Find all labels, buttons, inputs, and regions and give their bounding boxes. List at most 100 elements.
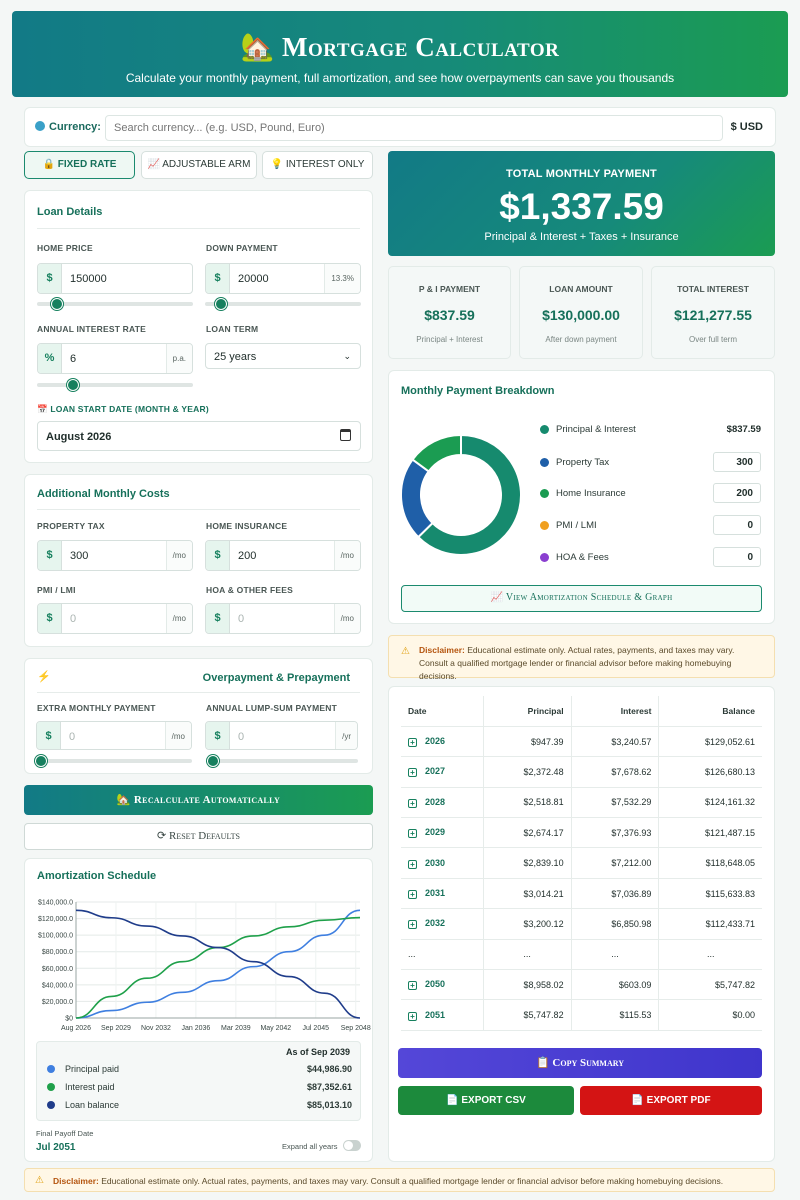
down-payment-label: DOWN PAYMENT: [206, 243, 278, 253]
row-balance: $118,648.05: [658, 847, 762, 879]
house-icon: 🏡: [240, 32, 275, 62]
expand-all-toggle[interactable]: [343, 1140, 361, 1151]
table-row[interactable]: +2026 $947.39 $3,240.57 $129,052.61: [401, 726, 762, 758]
expand-icon[interactable]: +: [408, 890, 417, 900]
row-balance: $129,052.61: [658, 726, 762, 758]
reset-defaults-button[interactable]: ⟳ Reset Defaults: [24, 823, 373, 850]
loan-details-card: Loan Details HOME PRICE $ 150000 DOWN PA…: [24, 190, 373, 463]
hoa-field[interactable]: $ 0 /mo: [205, 603, 361, 634]
loan-term-label: LOAN TERM: [206, 324, 259, 334]
start-date-input[interactable]: August 2026: [37, 421, 361, 451]
view-amortization-button[interactable]: 📈 View Amortization Schedule & Graph: [401, 585, 762, 612]
row-interest: $603.09: [571, 969, 660, 1001]
row-principal: $2,674.17: [483, 817, 572, 849]
currency-bar: Currency: $ USD: [24, 107, 776, 147]
tab-adjustable-arm[interactable]: 📈 ADJUSTABLE ARM: [141, 151, 257, 179]
additional-costs-title: Additional Monthly Costs: [37, 488, 170, 500]
home-price-slider[interactable]: [37, 298, 193, 310]
pmi-breakdown-input[interactable]: 0: [713, 515, 761, 535]
expand-icon[interactable]: +: [408, 981, 417, 991]
lump-sum-field[interactable]: $ 0 /yr: [205, 721, 358, 750]
home-price-field[interactable]: $ 150000: [37, 263, 193, 294]
property-tax-field[interactable]: $ 300 /mo: [37, 540, 193, 571]
property-tax-label: PROPERTY TAX: [37, 521, 105, 531]
row-principal: $2,518.81: [483, 787, 572, 819]
overpayment-card: ⚡ Overpayment & Prepayment EXTRA MONTHLY…: [24, 658, 373, 774]
hoa-breakdown-input[interactable]: 0: [713, 547, 761, 567]
row-balance: ...: [658, 939, 762, 971]
lump-sum-slider[interactable]: [207, 755, 358, 767]
table-row[interactable]: +2051 $5,747.82 $115.53 $0.00: [401, 999, 762, 1031]
loan-term-select[interactable]: 25 years ⌄: [205, 343, 361, 369]
chart-stats-panel: As of Sep 2039 Principal paid $44,986.90 …: [36, 1041, 361, 1121]
start-date-label: 📅 LOAN START DATE (MONTH & YEAR): [37, 404, 209, 414]
copy-summary-button[interactable]: 📋 Copy Summary: [398, 1048, 762, 1078]
interest-rate-slider[interactable]: [37, 379, 193, 391]
pmi-field[interactable]: $ 0 /mo: [37, 603, 193, 634]
interest-rate-field[interactable]: % 6 p.a.: [37, 343, 193, 374]
home-price-label: HOME PRICE: [37, 243, 93, 253]
lightning-icon: ⚡: [37, 671, 51, 683]
expand-icon[interactable]: +: [408, 920, 417, 930]
expand-icon[interactable]: +: [408, 829, 417, 839]
table-row[interactable]: +2028 $2,518.81 $7,532.29 $124,161.32: [401, 787, 762, 819]
home-insurance-field[interactable]: $ 200 /mo: [205, 540, 361, 571]
row-year: 2026: [425, 736, 446, 747]
lock-icon: 🔒: [42, 159, 55, 170]
amortization-chart-title: Amortization Schedule: [37, 870, 157, 882]
row-balance: $0.00: [658, 999, 762, 1031]
x-tick-label: Jul 2045: [303, 1025, 330, 1032]
row-principal: ...: [483, 939, 572, 971]
table-row[interactable]: +2030 $2,839.10 $7,212.00 $118,648.05: [401, 847, 762, 879]
expand-icon[interactable]: +: [408, 798, 417, 808]
y-tick-label: $40,000.0: [42, 982, 73, 989]
extra-monthly-slider[interactable]: [35, 755, 192, 767]
app-title: 🏡 Mortgage Calculator: [240, 32, 560, 62]
table-row[interactable]: +2032 $3,200.12 $6,850.98 $112,433.71: [401, 908, 762, 940]
x-tick-label: Nov 2032: [141, 1025, 171, 1032]
col-balance: Balance: [658, 696, 762, 727]
interest-rate-label: ANNUAL INTEREST RATE: [37, 324, 146, 334]
down-payment-slider[interactable]: [205, 298, 361, 310]
down-payment-field[interactable]: $ 20000 13.3%: [205, 263, 361, 294]
recalculate-button[interactable]: 🏡 Recalculate Automatically: [24, 785, 373, 815]
table-row[interactable]: +2031 $3,014.21 $7,036.89 $115,633.83: [401, 878, 762, 910]
table-row[interactable]: +2029 $2,674.17 $7,376.93 $121,487.15: [401, 817, 762, 849]
row-interest: $7,678.62: [571, 756, 660, 788]
row-principal: $3,200.12: [483, 908, 572, 940]
table-row[interactable]: +2050 $8,958.02 $603.09 $5,747.82: [401, 969, 762, 1001]
expand-icon[interactable]: +: [408, 768, 417, 778]
table-row[interactable]: +2027 $2,372.48 $7,678.62 $126,680.13: [401, 756, 762, 788]
row-principal: $8,958.02: [483, 969, 572, 1001]
expand-icon[interactable]: +: [408, 859, 417, 869]
row-balance: $126,680.13: [658, 756, 762, 788]
calendar-picker-icon[interactable]: [340, 429, 351, 441]
x-tick-label: Sep 2029: [101, 1025, 131, 1032]
total-interest-card: TOTAL INTEREST $121,277.55 Over full term: [651, 266, 775, 359]
extra-monthly-label: EXTRA MONTHLY PAYMENT: [37, 703, 156, 713]
x-tick-label: Jan 2036: [181, 1025, 210, 1032]
app-subtitle: Calculate your monthly payment, full amo…: [125, 71, 675, 85]
y-tick-label: $0: [65, 1016, 73, 1023]
currency-search-input[interactable]: [105, 115, 723, 141]
home-insurance-breakdown-input[interactable]: 200: [713, 483, 761, 503]
pmi-label: PMI / LMI: [37, 585, 76, 595]
extra-monthly-field[interactable]: $ 0 /mo: [36, 721, 192, 750]
export-csv-button[interactable]: 📄 EXPORT CSV: [398, 1086, 574, 1115]
lump-sum-label: ANNUAL LUMP-SUM PAYMENT: [206, 703, 338, 713]
donut-slice-0: [416, 433, 522, 556]
tab-fixed-rate[interactable]: 🔒 FIXED RATE: [24, 151, 135, 179]
expand-icon[interactable]: +: [408, 1011, 417, 1021]
schedule-header-row: Date Principal Interest Balance: [401, 696, 762, 727]
hoa-label: HOA & OTHER FEES: [206, 585, 293, 595]
col-interest: Interest: [571, 696, 660, 727]
currency-selected[interactable]: $ USD: [730, 121, 763, 133]
expand-icon[interactable]: +: [408, 738, 417, 748]
tab-interest-only[interactable]: 💡 INTEREST ONLY: [262, 151, 373, 179]
property-tax-breakdown-input[interactable]: 300: [713, 452, 761, 472]
export-pdf-button[interactable]: 📄 EXPORT PDF: [580, 1086, 762, 1115]
home-insurance-label: HOME INSURANCE: [206, 521, 288, 531]
chart-up-icon: 📈: [147, 159, 161, 170]
row-interest: $7,036.89: [571, 878, 660, 910]
row-principal: $2,372.48: [483, 756, 572, 788]
